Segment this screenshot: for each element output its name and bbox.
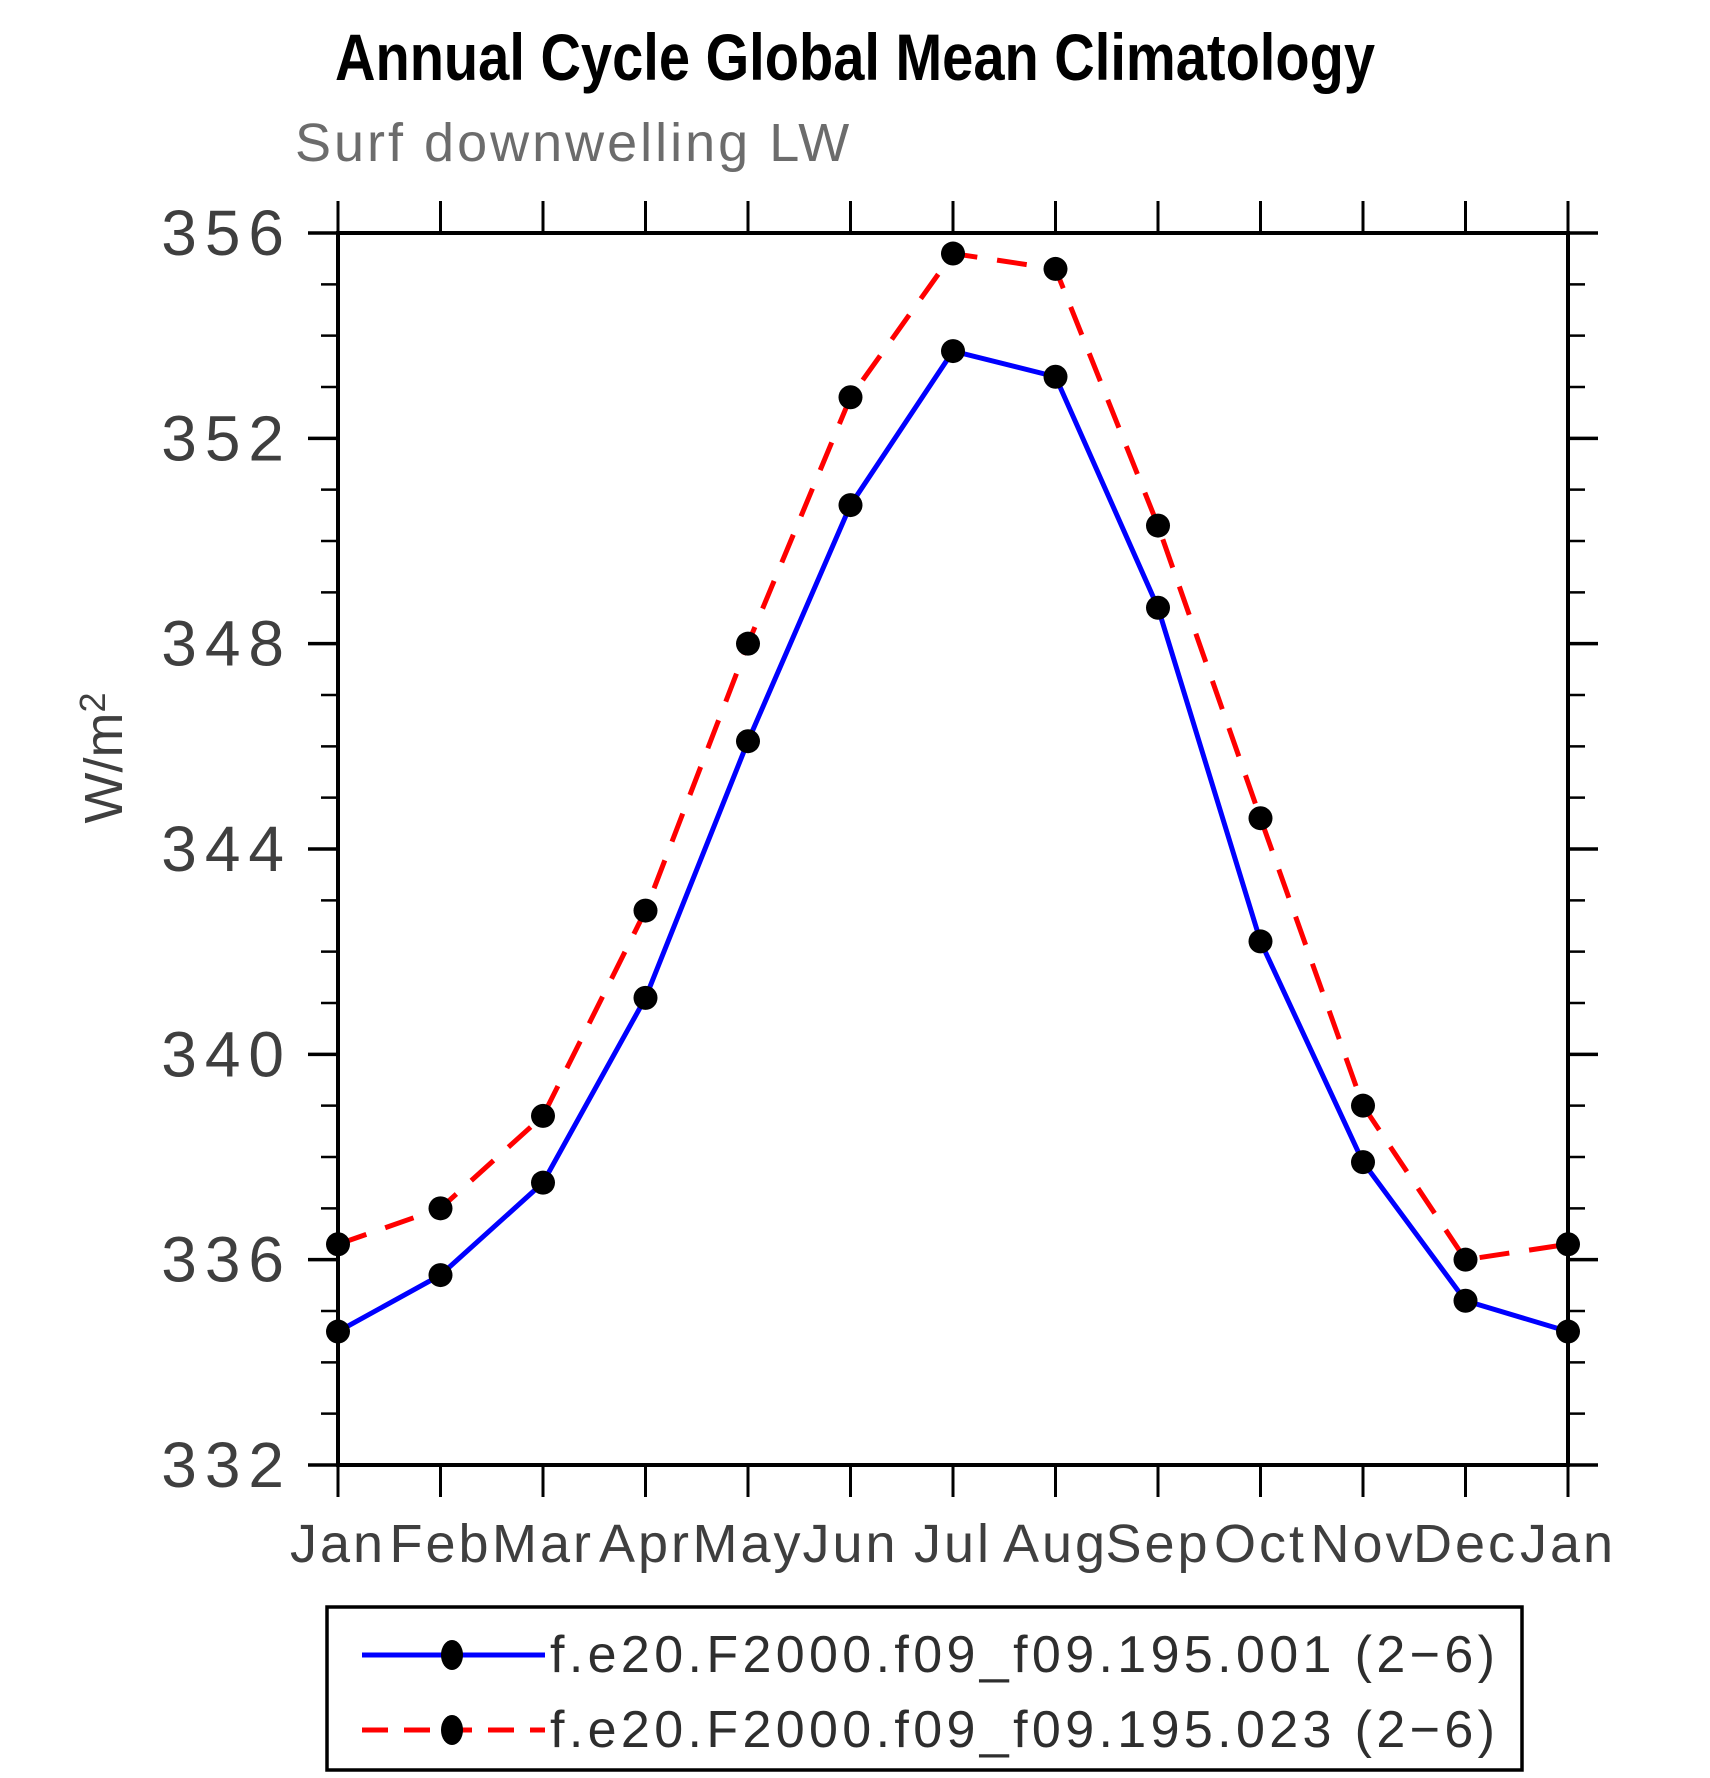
y-tick-label: 356 <box>161 197 292 269</box>
y-axis-label-unit: W/m <box>74 713 134 824</box>
data-point-series-2 <box>531 1103 555 1128</box>
data-point-series-1 <box>1248 929 1273 954</box>
data-point-series-2 <box>633 898 658 923</box>
legend-marker-dot-1 <box>441 1640 463 1670</box>
chart-title: Annual Cycle Global Mean Climatology <box>335 20 1375 94</box>
data-point-series-2 <box>1453 1247 1478 1272</box>
data-point-series-1 <box>838 493 863 518</box>
data-point-series-1 <box>428 1263 453 1288</box>
plot-frame <box>336 231 1570 1467</box>
data-point-series-1 <box>326 1319 350 1344</box>
data-point-series-1 <box>941 339 965 364</box>
chart-subtitle: Surf downwelling LW <box>295 113 852 173</box>
y-tick-label: 332 <box>161 1429 292 1501</box>
legend-box <box>325 1605 1524 1772</box>
data-point-series-1 <box>633 985 658 1010</box>
data-point-series-1 <box>736 729 760 754</box>
data-point-series-1 <box>1146 595 1170 620</box>
series-line-1 <box>336 348 1569 1334</box>
x-tick-label-month: Oct <box>1214 1514 1307 1574</box>
data-point-series-2 <box>736 631 760 656</box>
legend: f.e20.F2000.f09_f09.195.001 (2−6) f.e20.… <box>325 1605 1524 1772</box>
x-tick-label-month: Jan <box>290 1514 386 1574</box>
x-tick-label-month: Apr <box>599 1514 692 1574</box>
data-point-series-2 <box>326 1232 350 1257</box>
y-axis-label: W/m2 <box>72 693 134 824</box>
data-point-series-1 <box>531 1170 555 1195</box>
data-point-series-2 <box>428 1196 453 1221</box>
y-tick-label: 348 <box>161 608 292 680</box>
legend-label-series-2: f.e20.F2000.f09_f09.195.023 (2−6) <box>550 1701 1495 1759</box>
data-point-series-1 <box>1043 364 1068 389</box>
legend-label-series-1: f.e20.F2000.f09_f09.195.001 (2−6) <box>550 1626 1495 1684</box>
x-tick-label-month: Aug <box>1003 1514 1108 1574</box>
y-tick-label: 340 <box>161 1018 292 1090</box>
data-point-series-2 <box>1043 256 1068 281</box>
data-point-series-1 <box>1556 1319 1580 1344</box>
x-tick-label-month: Mar <box>492 1514 594 1574</box>
data-point-series-2 <box>941 241 965 266</box>
x-tick-label-month: Feb <box>389 1514 491 1574</box>
x-tick-label-month: Jul <box>914 1514 992 1574</box>
x-tick-label-month: May <box>692 1514 803 1574</box>
data-point-series-1 <box>1453 1288 1478 1313</box>
x-tick-label-month: Jan <box>1520 1514 1616 1574</box>
legend-marker-dot-2 <box>441 1715 463 1745</box>
x-tick-label-month: Sep <box>1105 1514 1210 1574</box>
data-point-series-2 <box>1556 1232 1580 1257</box>
x-tick-label-month: Nov <box>1310 1514 1415 1574</box>
data-point-series-1 <box>1351 1150 1375 1175</box>
data-point-series-2 <box>1248 806 1273 831</box>
x-tick-label-month: Jun <box>802 1514 898 1574</box>
data-point-series-2 <box>1351 1093 1375 1118</box>
series-line-2 <box>337 250 1569 1263</box>
y-axis-label-superscript: 2 <box>72 693 113 713</box>
y-tick-label: 352 <box>161 402 292 474</box>
y-tick-label: 336 <box>161 1224 292 1296</box>
data-point-series-2 <box>838 385 863 410</box>
y-tick-label: 344 <box>161 813 292 885</box>
data-point-series-2 <box>1146 513 1170 538</box>
x-tick-label-month: Dec <box>1413 1514 1518 1574</box>
